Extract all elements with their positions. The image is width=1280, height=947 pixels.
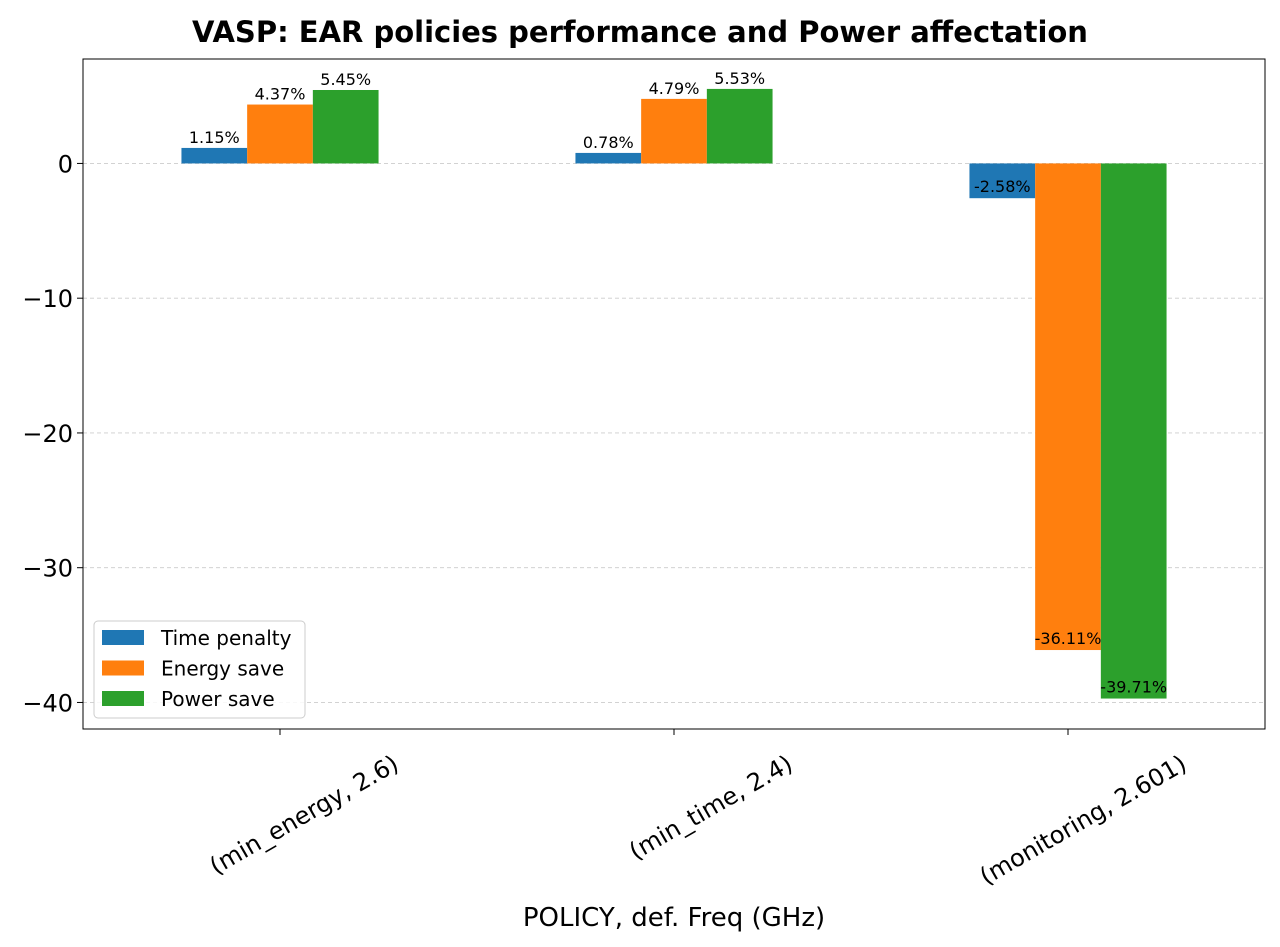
legend-label-time-penalty: Time penalty	[160, 626, 292, 650]
legend-swatch-energy-save	[102, 660, 144, 676]
data-label: 1.15%	[189, 128, 240, 147]
x-tick-label: (min_time, 2.4)	[624, 749, 797, 865]
bar-time-penalty	[969, 163, 1036, 199]
x-tick-label: (monitoring, 2.601)	[975, 749, 1191, 890]
bar-energy-save	[247, 104, 313, 164]
bar-power-save	[706, 88, 773, 164]
data-label: 4.79%	[649, 79, 700, 98]
y-tick-label: −20	[22, 420, 73, 448]
bar-power-save	[312, 89, 379, 164]
legend: Time penalty Energy save Power save	[93, 620, 306, 719]
data-label: -2.58%	[974, 177, 1031, 196]
legend-label-energy-save: Energy save	[161, 657, 284, 681]
legend-swatch-time-penalty	[102, 630, 144, 645]
bar-energy-save	[1035, 163, 1101, 651]
x-tick-label: (min_energy, 2.6)	[205, 749, 404, 880]
y-tick-label: −30	[22, 555, 73, 583]
y-tick-label: 0	[58, 150, 73, 178]
data-label: 0.78%	[583, 133, 634, 152]
data-label: 5.45%	[320, 70, 371, 89]
chart-title: VASP: EAR policies performance and Power…	[192, 15, 1088, 49]
x-axis: (min_energy, 2.6) (min_time, 2.4) (monitor…	[205, 729, 1191, 891]
bar-time-penalty	[181, 147, 248, 164]
y-tick-label: −10	[22, 285, 73, 313]
data-label: -39.71%	[1100, 678, 1167, 697]
legend-box	[93, 620, 306, 719]
y-axis: 0 −10 −20 −30 −40	[22, 150, 83, 717]
bar-time-penalty	[575, 152, 642, 164]
bars	[181, 88, 1167, 699]
bar-power-save	[1100, 163, 1167, 699]
legend-swatch-power-save	[102, 691, 144, 706]
data-label: -36.11%	[1035, 629, 1102, 648]
legend-label-power-save: Power save	[161, 687, 275, 711]
data-labels: 1.15% 4.37% 5.45% 0.78% 4.79% 5.53% -2.58% -36.…	[189, 69, 1167, 697]
data-label: 5.53%	[714, 69, 765, 88]
y-tick-label: −40	[22, 689, 73, 717]
x-axis-label: POLICY, def. Freq (GHz)	[523, 903, 825, 933]
bar-energy-save	[641, 98, 707, 164]
data-label: 4.37%	[255, 85, 306, 104]
